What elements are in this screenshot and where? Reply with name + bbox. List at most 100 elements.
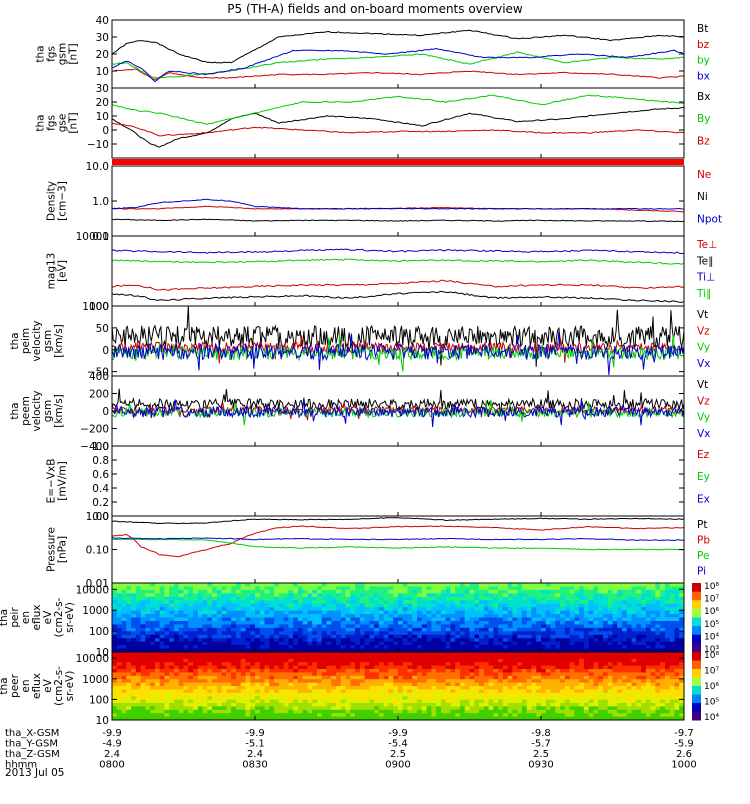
heatmap-cell — [527, 686, 532, 690]
heatmap-cell — [226, 710, 231, 714]
heatmap-cell — [341, 607, 346, 611]
heatmap-cell — [288, 686, 293, 690]
heatmap-cell — [226, 713, 231, 717]
heatmap-cell — [336, 583, 341, 587]
heatmap-cell — [255, 703, 260, 707]
heatmap-cell — [665, 669, 670, 673]
heatmap-cell — [212, 621, 217, 625]
heatmap-cell — [512, 696, 517, 700]
heatmap-cell — [212, 703, 217, 707]
heatmap-cell — [560, 597, 565, 601]
heatmap-cell — [217, 593, 222, 597]
heatmap-cell — [160, 676, 165, 680]
heatmap-cell — [312, 655, 317, 659]
heatmap-cell — [145, 700, 150, 704]
heatmap-cell — [222, 583, 227, 587]
heatmap-cell — [136, 689, 141, 693]
heatmap-cell — [160, 669, 165, 673]
heatmap-cell — [484, 679, 489, 683]
heatmap-cell — [136, 631, 141, 635]
heatmap-cell — [603, 652, 608, 656]
heatmap-cell — [274, 607, 279, 611]
heatmap-cell — [255, 676, 260, 680]
heatmap-cell — [427, 604, 432, 608]
heatmap-cell — [327, 600, 332, 604]
heatmap-cell — [231, 659, 236, 663]
heatmap-cell — [641, 696, 646, 700]
heatmap-cell — [293, 604, 298, 608]
heatmap-cell — [412, 683, 417, 687]
heatmap-cell — [408, 586, 413, 590]
heatmap-cell — [317, 703, 322, 707]
heatmap-cell — [655, 710, 660, 714]
heatmap-cell — [474, 607, 479, 611]
heatmap-cell — [565, 693, 570, 697]
heatmap-cell — [245, 686, 250, 690]
heatmap-cell — [212, 586, 217, 590]
heatmap-cell — [327, 666, 332, 670]
heatmap-cell — [174, 672, 179, 676]
heatmap-cell — [455, 642, 460, 646]
heatmap-cell — [388, 593, 393, 597]
heatmap-cell — [517, 703, 522, 707]
heatmap-cell — [422, 703, 427, 707]
heatmap-cell — [245, 672, 250, 676]
heatmap-cell — [365, 655, 370, 659]
heatmap-cell — [455, 607, 460, 611]
heatmap-cell — [284, 600, 289, 604]
heatmap-cell — [522, 611, 527, 615]
heatmap-cell — [331, 611, 336, 615]
heatmap-cell — [455, 638, 460, 642]
heatmap-cell — [470, 614, 475, 618]
heatmap-cell — [627, 611, 632, 615]
heatmap-cell — [565, 597, 570, 601]
heatmap-cell — [322, 662, 327, 666]
heatmap-cell — [203, 614, 208, 618]
heatmap-cell — [460, 614, 465, 618]
heatmap-cell — [184, 604, 189, 608]
heatmap-cell — [379, 666, 384, 670]
heatmap-cell — [660, 669, 665, 673]
heatmap-cell — [555, 621, 560, 625]
heatmap-cell — [536, 710, 541, 714]
heatmap-cell — [665, 621, 670, 625]
heatmap-cell — [117, 710, 122, 714]
heatmap-cell — [632, 666, 637, 670]
heatmap-cell — [269, 659, 274, 663]
heatmap-cell — [174, 679, 179, 683]
heatmap-cell — [269, 614, 274, 618]
heatmap-cell — [164, 600, 169, 604]
heatmap-cell — [379, 659, 384, 663]
heatmap-cell — [122, 700, 127, 704]
heatmap-cell — [384, 689, 389, 693]
heatmap-cell — [307, 628, 312, 632]
heatmap-cell — [241, 652, 246, 656]
heatmap-cell — [493, 689, 498, 693]
heatmap-cell — [527, 607, 532, 611]
heatmap-cell — [307, 676, 312, 680]
heatmap-cell — [555, 635, 560, 639]
heatmap-cell — [546, 662, 551, 666]
heatmap-cell — [651, 586, 656, 590]
heatmap-cell — [512, 655, 517, 659]
heatmap-cell — [460, 628, 465, 632]
heatmap-cell — [122, 635, 127, 639]
heatmap-cell — [193, 624, 198, 628]
heatmap-cell — [265, 604, 270, 608]
heatmap-cell — [222, 586, 227, 590]
heatmap-cell — [365, 590, 370, 594]
heatmap-cell — [188, 655, 193, 659]
heatmap-cell — [236, 642, 241, 646]
heatmap-cell — [446, 686, 451, 690]
heatmap-cell — [145, 631, 150, 635]
heatmap-cell — [169, 696, 174, 700]
heatmap-cell — [484, 597, 489, 601]
heatmap-cell — [489, 600, 494, 604]
heatmap-cell — [651, 700, 656, 704]
heatmap-cell — [584, 645, 589, 649]
heatmap-cell — [279, 628, 284, 632]
heatmap-cell — [450, 683, 455, 687]
heatmap-cell — [431, 703, 436, 707]
heatmap-cell — [131, 700, 136, 704]
heatmap-cell — [336, 696, 341, 700]
